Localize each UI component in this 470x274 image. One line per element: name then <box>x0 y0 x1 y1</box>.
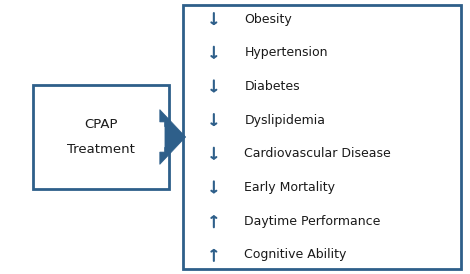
Text: Diabetes: Diabetes <box>244 80 300 93</box>
Polygon shape <box>160 110 186 164</box>
Text: Cardiovascular Disease: Cardiovascular Disease <box>244 147 391 160</box>
Text: Obesity: Obesity <box>244 13 292 26</box>
Text: Treatment: Treatment <box>67 143 135 156</box>
Text: Hypertension: Hypertension <box>244 46 328 59</box>
FancyBboxPatch shape <box>33 85 169 189</box>
Text: Dyslipidemia: Dyslipidemia <box>244 114 325 127</box>
Text: Cognitive Ability: Cognitive Ability <box>244 248 347 261</box>
Polygon shape <box>157 117 164 157</box>
Text: Early Mortality: Early Mortality <box>244 181 336 194</box>
Text: CPAP: CPAP <box>84 118 118 131</box>
FancyBboxPatch shape <box>183 5 461 269</box>
Text: Daytime Performance: Daytime Performance <box>244 215 381 228</box>
